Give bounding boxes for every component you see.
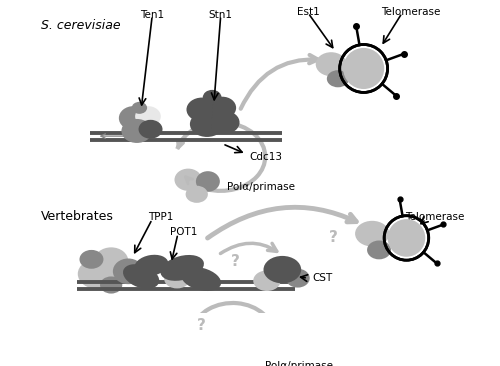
Text: Vertebrates: Vertebrates	[41, 210, 114, 223]
Ellipse shape	[186, 186, 208, 203]
Text: Ten1: Ten1	[140, 10, 164, 20]
Ellipse shape	[190, 111, 224, 137]
Ellipse shape	[80, 250, 104, 269]
Ellipse shape	[78, 258, 119, 289]
Text: ?: ?	[196, 318, 205, 333]
Ellipse shape	[119, 106, 148, 130]
Ellipse shape	[264, 256, 301, 283]
Ellipse shape	[186, 98, 218, 122]
Ellipse shape	[135, 106, 161, 127]
Ellipse shape	[122, 119, 152, 143]
Ellipse shape	[123, 264, 159, 289]
Text: ?: ?	[330, 231, 338, 246]
Ellipse shape	[316, 52, 346, 76]
Ellipse shape	[232, 349, 256, 366]
Ellipse shape	[212, 346, 240, 366]
Ellipse shape	[286, 269, 310, 288]
Ellipse shape	[100, 276, 122, 294]
Text: Stn1: Stn1	[208, 10, 233, 20]
Ellipse shape	[327, 70, 349, 87]
Ellipse shape	[224, 364, 244, 366]
Ellipse shape	[208, 97, 236, 119]
Text: ?: ?	[231, 254, 239, 269]
Circle shape	[391, 223, 422, 253]
Text: Telomerase: Telomerase	[405, 212, 464, 222]
Ellipse shape	[134, 255, 168, 276]
Ellipse shape	[138, 120, 162, 139]
Ellipse shape	[202, 90, 222, 105]
Ellipse shape	[253, 270, 280, 291]
Circle shape	[388, 219, 426, 257]
Ellipse shape	[212, 111, 240, 134]
Text: Telomerase: Telomerase	[381, 7, 440, 17]
Circle shape	[346, 51, 381, 86]
Text: Cdc13: Cdc13	[250, 152, 283, 162]
Circle shape	[343, 48, 384, 89]
Text: S. cerevisiae: S. cerevisiae	[41, 19, 120, 32]
Text: CST: CST	[312, 273, 332, 283]
Ellipse shape	[132, 102, 147, 114]
Ellipse shape	[181, 267, 221, 291]
Text: Est1: Est1	[296, 7, 320, 17]
Text: Polα/primase: Polα/primase	[226, 182, 294, 191]
Ellipse shape	[160, 255, 204, 281]
Ellipse shape	[355, 221, 390, 246]
Text: POT1: POT1	[170, 227, 198, 237]
Text: Polα/primase: Polα/primase	[265, 361, 333, 366]
Text: TPP1: TPP1	[148, 212, 174, 222]
Ellipse shape	[94, 247, 128, 275]
Ellipse shape	[164, 270, 190, 288]
Ellipse shape	[174, 169, 202, 191]
Ellipse shape	[196, 171, 220, 192]
Ellipse shape	[367, 240, 391, 259]
Ellipse shape	[113, 258, 144, 284]
